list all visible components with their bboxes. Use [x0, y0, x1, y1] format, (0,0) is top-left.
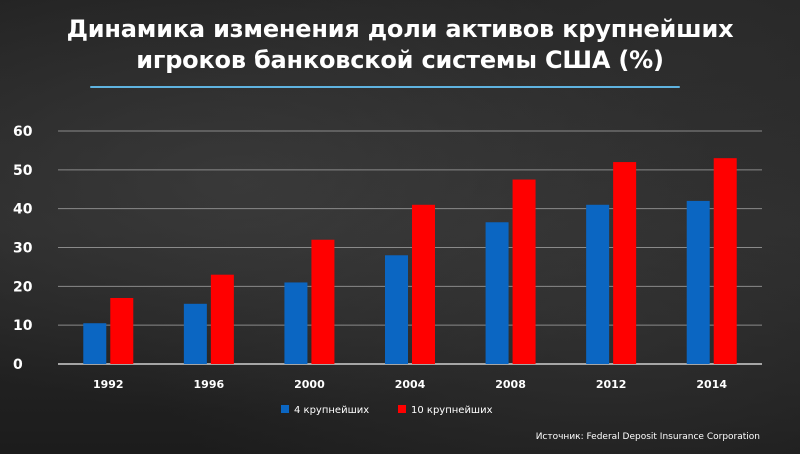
y-tick-label: 40 — [13, 202, 33, 218]
x-tick-label: 2012 — [596, 378, 627, 391]
chart-title-line-1: Динамика изменения доли активов крупнейш… — [66, 15, 734, 43]
y-tick-label: 0 — [13, 357, 23, 373]
bar-top10-2012 — [613, 162, 637, 364]
bar-top4-2000 — [284, 282, 308, 364]
y-tick-label: 10 — [13, 318, 33, 334]
bar-top4-2014 — [686, 200, 710, 364]
bar-top4-1992 — [83, 323, 107, 364]
bar-top4-2008 — [485, 222, 509, 364]
bar-top10-2004 — [412, 204, 435, 364]
chart-title: Динамика изменения доли активов крупнейш… — [0, 14, 800, 76]
bar-top4-2012 — [586, 204, 610, 364]
bar-top10-1996 — [210, 274, 234, 364]
bar-top10-2008 — [512, 179, 536, 364]
x-tick-label: 2014 — [696, 378, 727, 391]
legend-swatch-1 — [398, 405, 406, 413]
legend-label-1: 10 крупнейших — [411, 405, 493, 416]
legend-label-0: 4 крупнейших — [294, 405, 369, 416]
bar-top4-2004 — [385, 255, 408, 364]
bar-top10-1992 — [110, 297, 134, 364]
y-tick-label: 60 — [13, 124, 33, 140]
chart-title-line-2: игроков банковской системы США (%) — [136, 46, 664, 74]
bar-top4-1996 — [183, 303, 207, 364]
x-tick-label: 2008 — [495, 378, 526, 391]
legend-swatch-0 — [281, 405, 289, 413]
bar-top10-2000 — [311, 239, 335, 364]
x-tick-label: 1996 — [194, 378, 225, 391]
x-tick-label: 2000 — [294, 378, 325, 391]
y-tick-label: 20 — [13, 279, 33, 295]
bar-top10-2014 — [713, 158, 737, 364]
source-note: Источник: Federal Deposit Insurance Corp… — [535, 432, 760, 442]
title-underline — [90, 86, 680, 88]
y-tick-label: 30 — [13, 241, 33, 257]
y-tick-label: 50 — [13, 163, 33, 179]
x-tick-label: 2004 — [395, 378, 426, 391]
x-tick-label: 1992 — [93, 378, 124, 391]
